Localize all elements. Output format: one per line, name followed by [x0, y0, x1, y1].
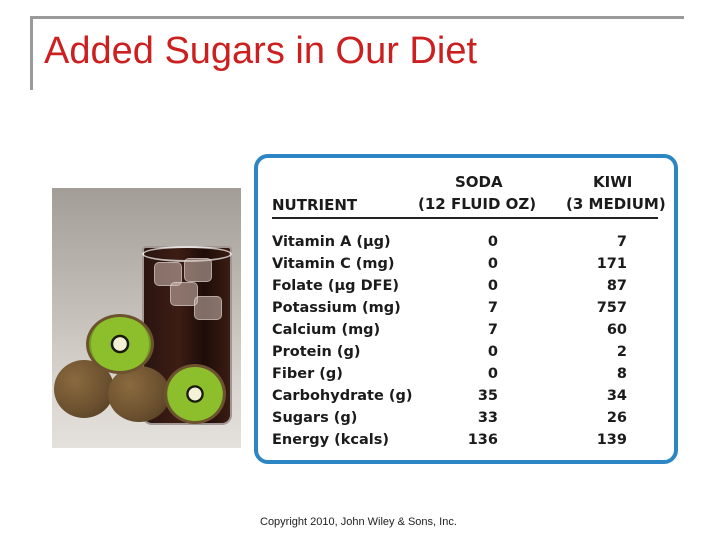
nutrient-name: Vitamin A (µg): [272, 234, 391, 250]
slide-frame-top-line: [30, 16, 684, 19]
copyright-notice: Copyright 2010, John Wiley & Sons, Inc.: [260, 516, 457, 528]
nutrient-name: Carbohydrate (g): [272, 388, 413, 404]
nutrient-name: Fiber (g): [272, 366, 343, 382]
table-row: Calcium (mg) 7 60: [272, 322, 672, 344]
kiwi-slice: [86, 314, 154, 374]
table-row: Vitamin A (µg) 0 7: [272, 234, 672, 256]
soda-value: 136: [467, 432, 498, 448]
header-rule: [272, 217, 658, 219]
soda-value: 7: [487, 300, 498, 316]
whole-kiwi: [108, 366, 170, 422]
nutrient-column-header: NUTRIENT: [272, 196, 358, 214]
soda-value: 0: [487, 344, 498, 360]
kiwi-value: 8: [616, 366, 627, 382]
table-row: Fiber (g) 0 8: [272, 366, 672, 388]
kiwi-value: 60: [606, 322, 627, 338]
ice-cube: [194, 296, 222, 320]
soda-value: 0: [487, 366, 498, 382]
soda-serving-size: (12 FLUID OZ): [418, 195, 537, 213]
table-row: Vitamin C (mg) 0 171: [272, 256, 672, 278]
kiwi-value: 87: [606, 278, 627, 294]
slide-title: Added Sugars in Our Diet: [44, 30, 478, 72]
nutrient-name: Calcium (mg): [272, 322, 381, 338]
table-row: Potassium (mg) 7 757: [272, 300, 672, 322]
kiwi-value: 139: [596, 432, 627, 448]
table-row: Folate (µg DFE) 0 87: [272, 278, 672, 300]
soda-value: 0: [487, 256, 498, 272]
soda-value: 35: [477, 388, 498, 404]
nutrient-comparison-table: SODA (12 FLUID OZ) KIWI (3 MEDIUM) NUTRI…: [254, 154, 678, 464]
ice-cube: [184, 258, 212, 282]
kiwi-column-header: KIWI: [593, 173, 633, 191]
kiwi-value: 2: [616, 344, 627, 360]
table-row: Sugars (g) 33 26: [272, 410, 672, 432]
kiwi-value: 7: [616, 234, 627, 250]
nutrient-name: Folate (µg DFE): [272, 278, 400, 294]
table-row: Protein (g) 0 2: [272, 344, 672, 366]
soda-value: 0: [487, 234, 498, 250]
kiwi-value: 34: [606, 388, 627, 404]
kiwi-value: 757: [596, 300, 627, 316]
kiwi-value: 171: [596, 256, 627, 272]
soda-value: 33: [477, 410, 498, 426]
table-row: Carbohydrate (g) 35 34: [272, 388, 672, 410]
nutrient-name: Vitamin C (mg): [272, 256, 395, 272]
nutrient-name: Sugars (g): [272, 410, 358, 426]
table-row: Energy (kcals) 136 139: [272, 432, 672, 454]
nutrient-name: Potassium (mg): [272, 300, 401, 316]
nutrient-name: Energy (kcals): [272, 432, 389, 448]
kiwi-slice: [164, 364, 226, 424]
soda-column-header: SODA: [455, 173, 503, 191]
slide-frame-left-line: [30, 16, 33, 90]
nutrient-name: Protein (g): [272, 344, 361, 360]
soda-value: 0: [487, 278, 498, 294]
ice-cube: [170, 282, 198, 306]
soda-and-kiwi-photo: [52, 188, 241, 448]
kiwi-value: 26: [606, 410, 627, 426]
kiwi-serving-size: (3 MEDIUM): [566, 195, 666, 213]
soda-value: 7: [487, 322, 498, 338]
